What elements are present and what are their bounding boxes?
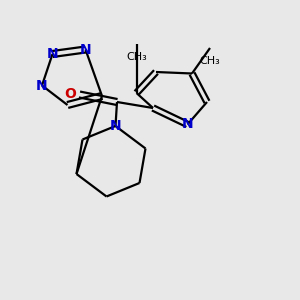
Text: CH₃: CH₃ — [200, 56, 220, 66]
Text: CH₃: CH₃ — [126, 52, 147, 62]
Text: O: O — [64, 88, 76, 101]
Text: N: N — [47, 47, 58, 61]
Text: N: N — [182, 118, 193, 131]
Text: N: N — [36, 79, 48, 92]
Text: N: N — [110, 119, 121, 133]
Text: N: N — [80, 43, 91, 56]
